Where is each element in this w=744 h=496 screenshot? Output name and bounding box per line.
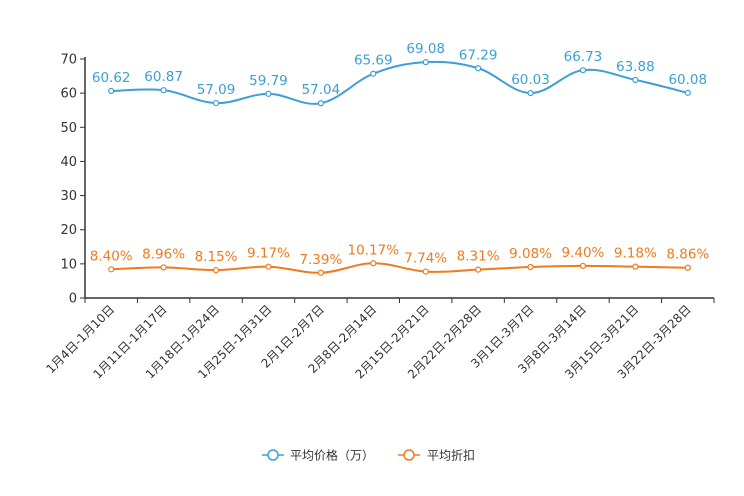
series-line-avg-discount: [111, 262, 688, 274]
y-tick-label: 50: [60, 121, 77, 136]
data-point[interactable]: [160, 264, 167, 271]
data-label: 9.18%: [614, 246, 657, 262]
y-tick-label: 30: [60, 189, 77, 204]
data-label: 59.79: [249, 73, 288, 89]
data-point[interactable]: [212, 267, 220, 274]
axes: 0102030405060701月4日-1月10日1月11日-1月17日1月18…: [43, 53, 715, 382]
data-label: 7.39%: [299, 252, 342, 268]
data-label: 7.74%: [404, 251, 447, 267]
legend-marker-icon: [403, 449, 415, 461]
y-tick-label: 20: [60, 223, 77, 238]
data-point[interactable]: [684, 89, 691, 96]
data-point[interactable]: [527, 89, 534, 97]
data-label: 60.03: [511, 72, 550, 88]
data-label: 8.86%: [666, 247, 709, 263]
data-labels-layer: 60.62 60.87 57.09 59.79 57.04 65.69 69.08 67.29…: [90, 41, 710, 268]
data-point[interactable]: [422, 59, 429, 66]
data-point[interactable]: [370, 260, 377, 267]
y-tick-label: 70: [60, 53, 77, 68]
data-point[interactable]: [265, 263, 272, 270]
y-tick-label: 0: [69, 292, 77, 307]
data-point[interactable]: [212, 99, 220, 107]
data-label: 65.69: [354, 53, 393, 69]
legend-label: 平均折扣: [427, 448, 475, 463]
data-point[interactable]: [317, 269, 324, 276]
legend-item-avg-price[interactable]: 平均价格（万）: [262, 448, 374, 463]
data-point[interactable]: [160, 87, 167, 94]
legend-label: 平均价格（万）: [290, 448, 374, 463]
data-point[interactable]: [475, 266, 482, 273]
data-point[interactable]: [265, 90, 272, 97]
data-label: 60.87: [144, 69, 183, 85]
data-label: 60.08: [668, 72, 707, 88]
data-point[interactable]: [684, 264, 691, 271]
legend-marker-icon: [267, 449, 279, 461]
data-label: 69.08: [406, 41, 445, 57]
data-point[interactable]: [317, 100, 324, 107]
data-label: 63.88: [616, 59, 655, 75]
data-point[interactable]: [422, 268, 429, 275]
data-point[interactable]: [579, 262, 587, 270]
y-tick-label: 60: [60, 87, 77, 102]
data-label: 9.17%: [247, 246, 290, 262]
legend-item-avg-discount[interactable]: 平均折扣: [398, 448, 475, 463]
data-label: 60.62: [92, 70, 131, 86]
data-label: 67.29: [459, 47, 498, 63]
data-point[interactable]: [475, 65, 482, 72]
data-label: 10.17%: [348, 242, 400, 258]
y-tick-label: 40: [60, 155, 77, 170]
legend[interactable]: 平均价格（万） 平均折扣: [262, 448, 475, 463]
data-point[interactable]: [632, 263, 639, 270]
data-label: 57.04: [302, 82, 341, 98]
data-label: 8.96%: [142, 246, 185, 262]
data-point[interactable]: [108, 266, 115, 273]
data-point[interactable]: [108, 87, 115, 95]
data-point[interactable]: [579, 67, 587, 74]
data-label: 66.73: [564, 49, 603, 65]
data-label: 9.40%: [562, 245, 605, 261]
data-point[interactable]: [370, 70, 377, 77]
data-point[interactable]: [527, 263, 534, 271]
y-tick-label: 10: [60, 257, 77, 272]
data-point[interactable]: [632, 76, 639, 83]
data-label: 8.31%: [457, 249, 500, 265]
data-label: 8.40%: [90, 248, 133, 264]
series-layer: [108, 59, 691, 276]
data-label: 9.08%: [509, 246, 552, 262]
data-label: 57.09: [197, 82, 236, 98]
data-label: 8.15%: [195, 249, 238, 265]
series-line-avg-price: [111, 60, 689, 105]
